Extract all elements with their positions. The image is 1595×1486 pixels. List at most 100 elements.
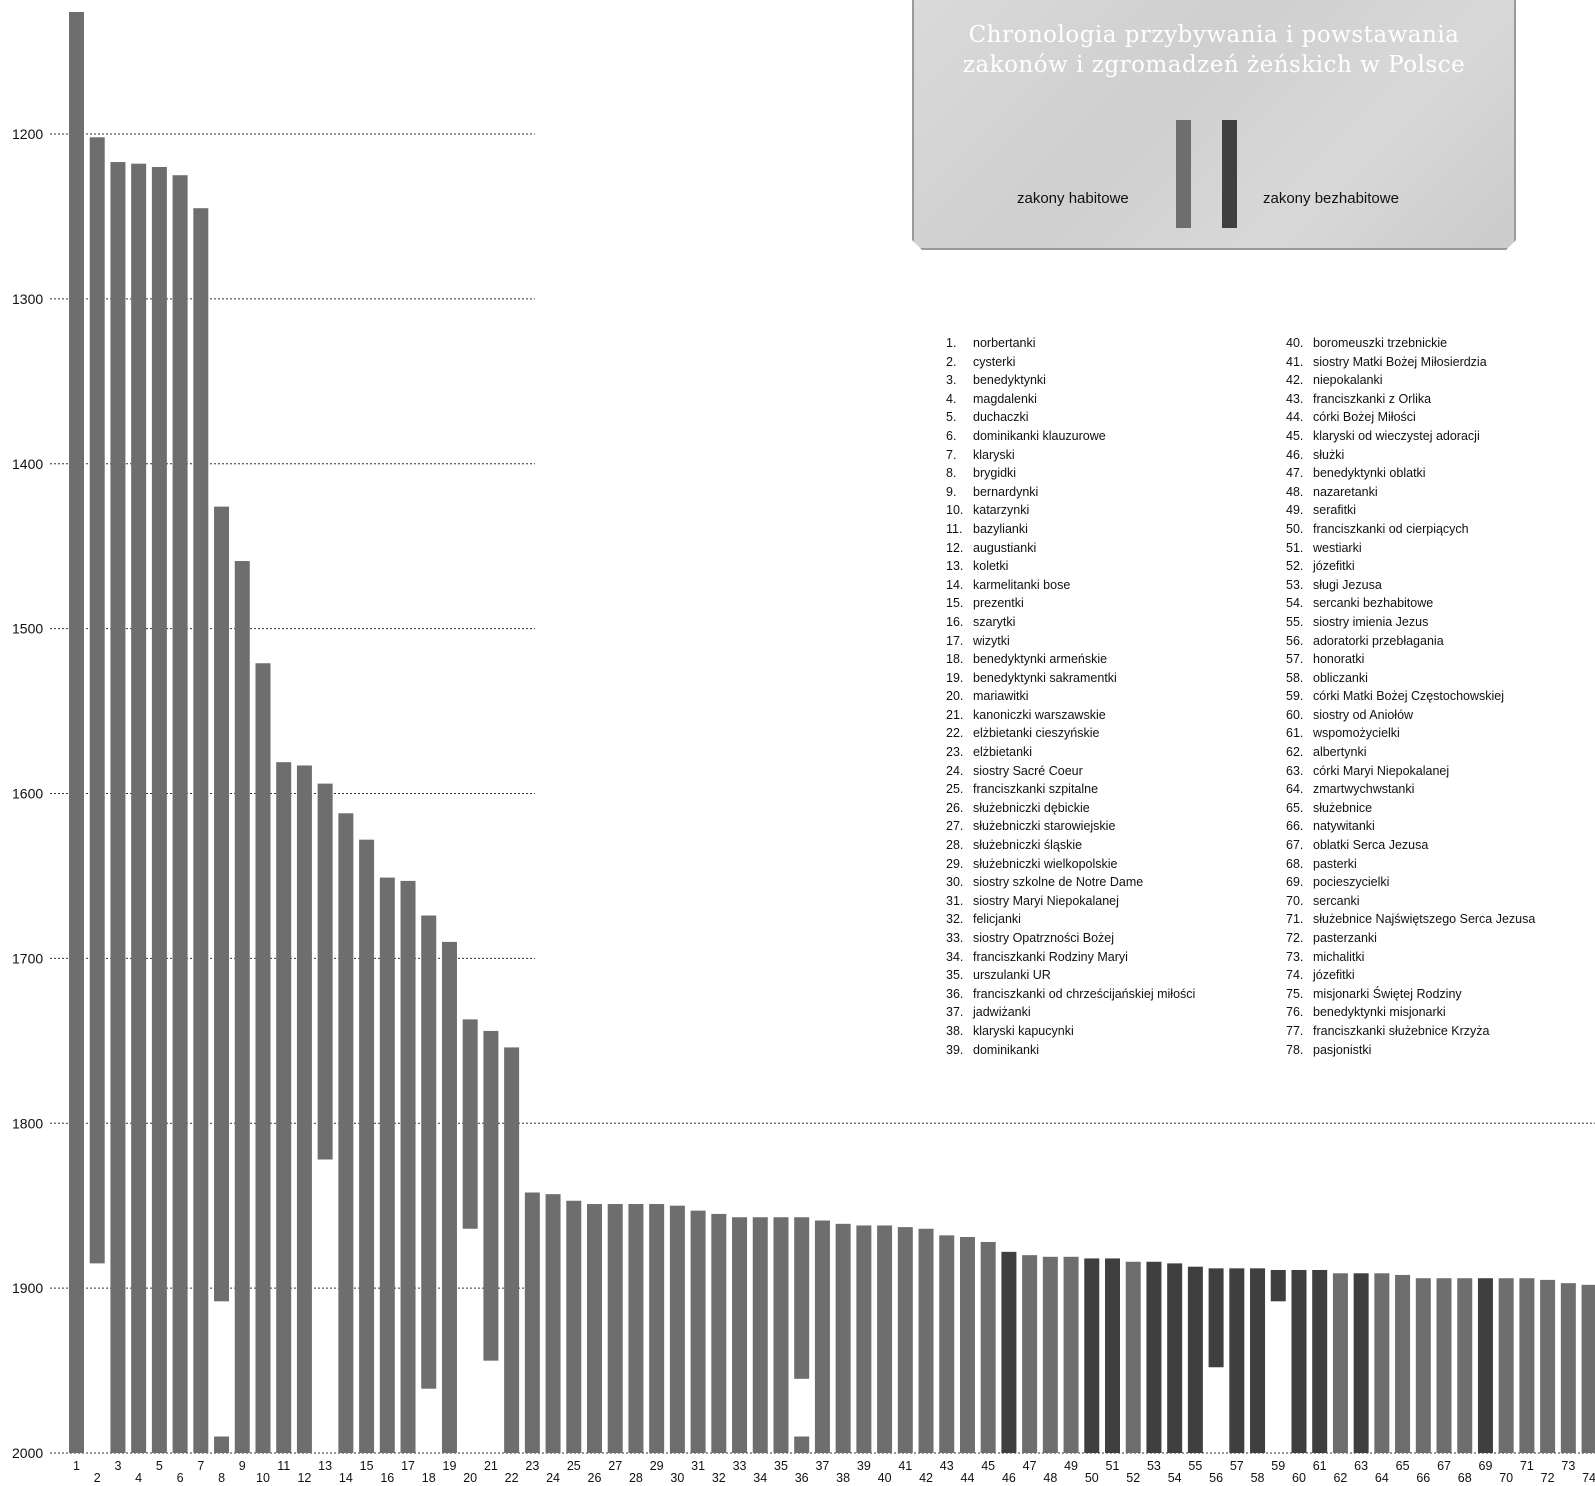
bar-1: [69, 11, 84, 1453]
order-number: 41.: [1286, 354, 1304, 369]
y-tick-label: 1200: [12, 126, 43, 142]
order-name: pasterzanki: [1313, 931, 1377, 945]
x-tick-label: 60: [1292, 1471, 1306, 1485]
bar-26: [587, 1204, 602, 1453]
y-tick-label: 1500: [12, 621, 43, 637]
order-name: norbertanki: [973, 336, 1036, 350]
y-tick-label: 1900: [12, 1280, 43, 1296]
order-name: bazylianki: [973, 521, 1028, 536]
bar-34: [752, 1217, 768, 1453]
x-tick-label: 4: [135, 1471, 142, 1485]
x-tick-label: 68: [1458, 1471, 1472, 1485]
x-tick-label: 64: [1375, 1471, 1389, 1485]
bar-56: [1208, 1268, 1224, 1368]
order-number: 68.: [1286, 856, 1304, 871]
order-name: sercanki bezhabitowe: [1313, 596, 1434, 611]
order-list-item: 53. sługi Jezusa: [1286, 576, 1535, 595]
order-number: 35.: [946, 968, 964, 983]
legend-label-nohabit: zakony bezhabitowe: [1263, 190, 1399, 207]
order-list-item: 65. służebnice: [1286, 799, 1535, 818]
order-list-item: 63. córki Maryi Niepokalanej: [1286, 762, 1535, 781]
order-number: 76.: [1286, 1005, 1304, 1020]
order-list-item: 64. zmartwychwstanki: [1286, 780, 1535, 799]
order-name: dominikanki: [973, 1042, 1040, 1057]
order-list-item: 2. cysterki: [946, 353, 1195, 372]
x-tick-label: 56: [1209, 1471, 1223, 1485]
bar-2: [89, 137, 105, 1264]
order-list-item: 27. służebniczki starowiejskie: [946, 817, 1195, 836]
order-name: oblatki Serca Jezusa: [1313, 838, 1429, 853]
order-list-item: 11. bazylianki: [946, 520, 1195, 539]
order-name: józefitki: [1313, 968, 1355, 983]
x-tick-label: 8: [218, 1471, 225, 1485]
order-name: siostry imienia Jezus: [1313, 614, 1429, 629]
order-number: 52.: [1286, 559, 1304, 574]
order-number: 28.: [946, 838, 964, 853]
order-list-item: 70. sercanki: [1286, 892, 1535, 911]
order-name: sercanki: [1313, 893, 1360, 908]
order-number: 73.: [1286, 949, 1304, 964]
order-name: franciszkanki służebnice Krzyża: [1313, 1023, 1490, 1038]
bar-14: [338, 813, 354, 1453]
order-name: pasterki: [1313, 856, 1357, 871]
bar-51: [1105, 1258, 1120, 1453]
x-tick-label: 72: [1541, 1471, 1555, 1485]
order-name: siostry Opatrzności Bożej: [973, 931, 1115, 945]
bar-39: [856, 1225, 872, 1453]
orders-list-right: 40. boromeuszki trzebnickie 41. siostry Mat…: [1286, 334, 1535, 1059]
order-number: 3.: [946, 373, 957, 388]
x-tick-label: 54: [1168, 1471, 1182, 1485]
y-tick-label: 1400: [12, 456, 43, 472]
x-tick-label: 65: [1396, 1459, 1410, 1473]
order-number: 40.: [1286, 336, 1304, 350]
order-name: franciszkanki od cierpiących: [1313, 521, 1469, 536]
bar-42: [918, 1228, 934, 1453]
order-list-item: 18. benedyktynki armeńskie: [946, 650, 1195, 669]
order-number: 57.: [1286, 652, 1304, 667]
order-list-item: 30. siostry szkolne de Notre Dame: [946, 873, 1195, 892]
order-number: 9.: [946, 484, 957, 499]
order-name: siostry Maryi Niepokalanej: [973, 893, 1119, 908]
chart-title: Chronologia przybywania i powstawania za…: [914, 20, 1514, 80]
order-number: 62.: [1286, 745, 1304, 760]
order-list-item: 16. szarytki: [946, 613, 1195, 632]
order-number: 29.: [946, 856, 964, 871]
x-tick-label: 25: [567, 1459, 581, 1473]
bar-32: [711, 1213, 727, 1453]
x-tick-label: 39: [857, 1459, 871, 1473]
bar-47: [1022, 1255, 1038, 1453]
bar-9: [234, 561, 250, 1453]
order-name: adoratorki przebłagania: [1313, 633, 1444, 648]
order-number: 30.: [946, 875, 964, 890]
order-list-item: 25. franciszkanki szpitalne: [946, 780, 1195, 799]
order-name: klaryski kapucynki: [973, 1023, 1074, 1038]
x-tick-label: 45: [981, 1459, 995, 1473]
order-list-item: 77. franciszkanki służebnice Krzyża: [1286, 1022, 1535, 1041]
order-number: 51.: [1286, 540, 1304, 555]
order-list-item: 23. elżbietanki: [946, 743, 1195, 762]
x-tick-label: 41: [898, 1459, 912, 1473]
order-name: michalitki: [1313, 949, 1365, 964]
bar-70: [1498, 1278, 1514, 1453]
order-list-item: 1. norbertanki: [946, 334, 1195, 353]
x-tick-label: 46: [1002, 1471, 1016, 1485]
bar-37: [814, 1220, 830, 1453]
order-list-item: 43. franciszkanki z Orlika: [1286, 390, 1535, 409]
order-number: 77.: [1286, 1023, 1304, 1038]
bar-74: [1581, 1284, 1595, 1453]
order-list-item: 57. honoratki: [1286, 650, 1535, 669]
order-list-item: 22. elżbietanki cieszyńskie: [946, 724, 1195, 743]
order-number: 18.: [946, 652, 964, 667]
order-name: benedyktynki armeńskie: [973, 652, 1108, 667]
x-tick-label: 21: [484, 1459, 498, 1473]
x-tick-label: 18: [422, 1471, 436, 1485]
order-list-item: 54. sercanki bezhabitowe: [1286, 594, 1535, 613]
order-number: 37.: [946, 1005, 964, 1020]
y-tick-label: 2000: [12, 1445, 43, 1461]
x-tick-label: 27: [608, 1459, 622, 1473]
order-number: 12.: [946, 540, 964, 555]
order-number: 55.: [1286, 614, 1304, 629]
order-name: służebniczki dębickie: [973, 800, 1090, 815]
order-number: 21.: [946, 707, 964, 722]
order-number: 22.: [946, 726, 964, 741]
